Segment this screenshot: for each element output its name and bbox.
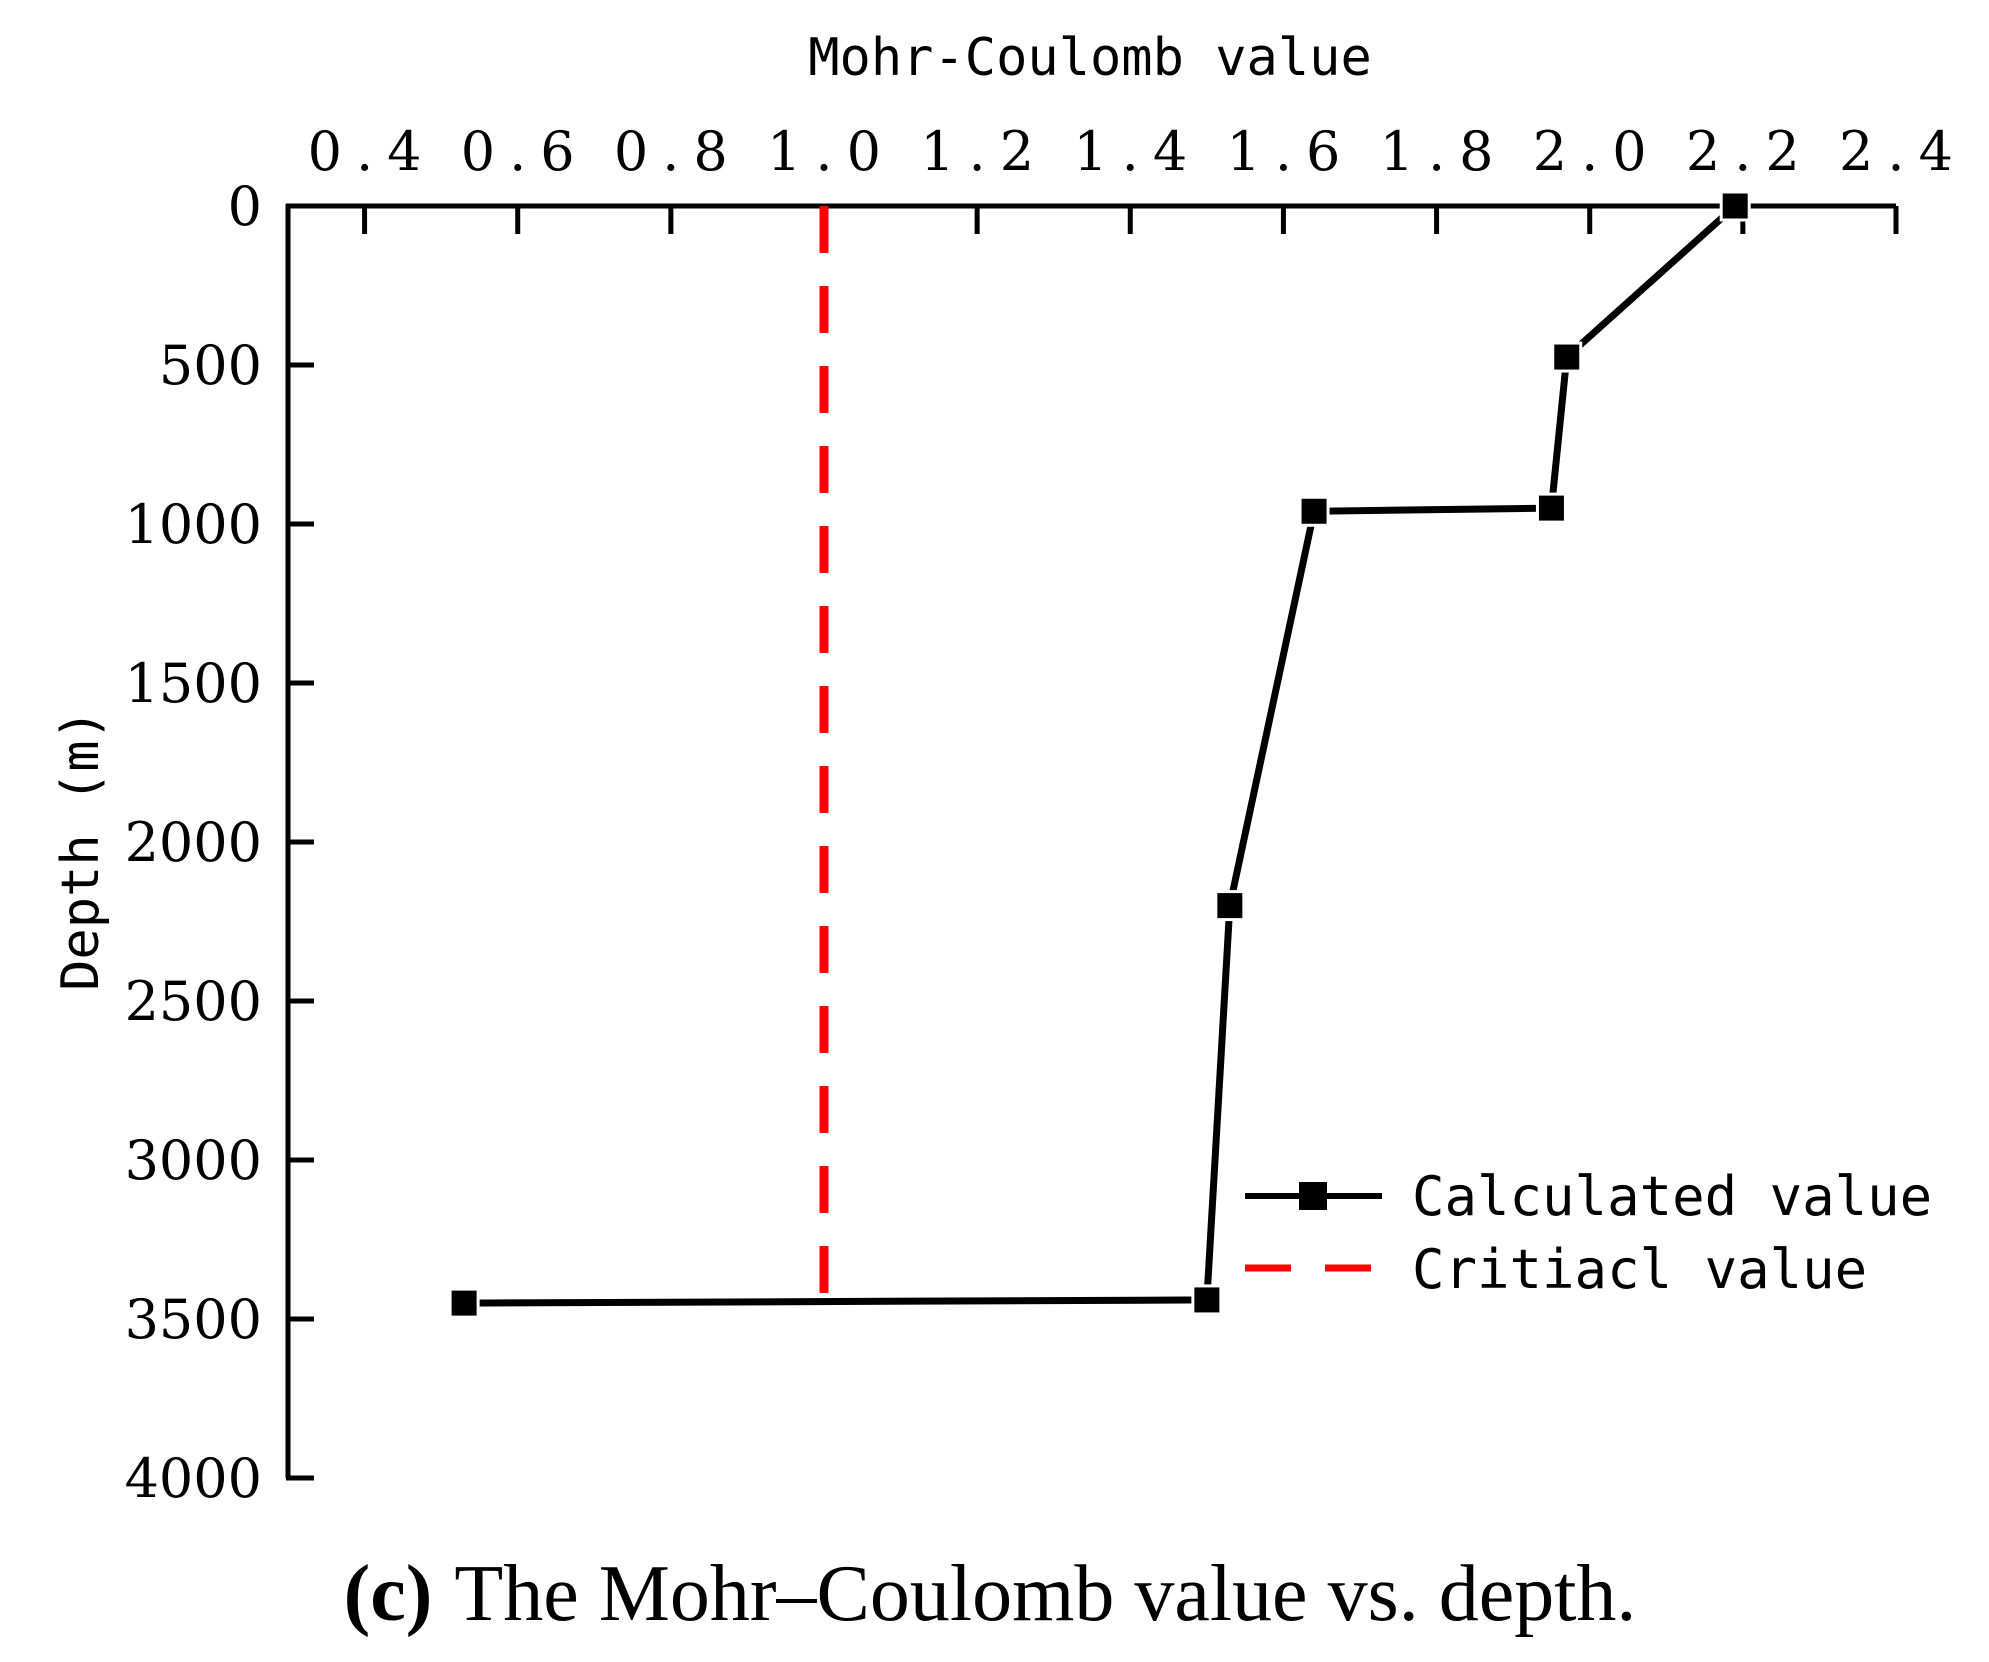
plot-series <box>448 190 1751 1319</box>
calculated-value-point <box>1214 890 1246 922</box>
y-tick-label: 0 <box>228 175 262 238</box>
y-tick-label: 2000 <box>125 811 262 874</box>
x-tick-label: 2.0 <box>1533 120 1661 183</box>
figure-caption: (c) The Mohr–Coulomb value vs. depth. <box>344 1550 1637 1638</box>
y-tick-label: 1500 <box>125 652 262 715</box>
legend: Calculated value Critiacl value <box>1245 1165 1932 1301</box>
calculated-value-point <box>1191 1284 1223 1316</box>
x-tick-label: 0.6 <box>461 120 589 183</box>
calculated-value-point <box>1551 341 1583 373</box>
x-tick-label: 2.4 <box>1839 120 1967 183</box>
x-tick-label: 1.8 <box>1380 120 1508 183</box>
calculated-value-point <box>448 1287 480 1319</box>
x-tick-label: 1.4 <box>1073 120 1201 183</box>
caption-label: (c) <box>344 1550 433 1638</box>
y-axis-title: Depth (m) <box>51 709 111 991</box>
y-tick-label: 3000 <box>125 1129 262 1192</box>
x-tick-label: 0.8 <box>614 120 742 183</box>
x-axis-title: Mohr-Coulomb value <box>808 28 1372 88</box>
y-axis-ticks: 0 500 1000 1500 2000 2500 3000 3500 4000 <box>125 175 314 1510</box>
calculated-value-point <box>1298 495 1330 527</box>
calculated-value-point <box>1719 190 1751 222</box>
x-tick-label: 0.4 <box>308 120 436 183</box>
y-tick-label: 2500 <box>125 970 262 1033</box>
x-tick-label: 2.2 <box>1686 120 1814 183</box>
y-tick-label: 1000 <box>125 493 262 556</box>
y-tick-label: 3500 <box>125 1288 262 1351</box>
y-tick-label: 4000 <box>125 1447 262 1510</box>
legend-marker-calculated <box>1299 1182 1327 1210</box>
calculated-value-line <box>464 203 1738 1307</box>
y-tick-label: 500 <box>159 334 262 397</box>
x-axis-ticks: 0.4 0.6 0.8 1.0 1.2 1.4 1.6 1.8 2.0 2.2 2.4 <box>308 120 1967 234</box>
caption-text: The Mohr–Coulomb value vs. depth. <box>454 1550 1636 1638</box>
x-tick-label: 1.6 <box>1226 120 1354 183</box>
x-tick-label: 1.0 <box>767 120 895 183</box>
calculated-value-point <box>1535 492 1567 524</box>
legend-label-calculated: Calculated value <box>1412 1165 1932 1228</box>
legend-label-critical: Critiacl value <box>1412 1238 1867 1301</box>
x-tick-label: 1.2 <box>920 120 1048 183</box>
